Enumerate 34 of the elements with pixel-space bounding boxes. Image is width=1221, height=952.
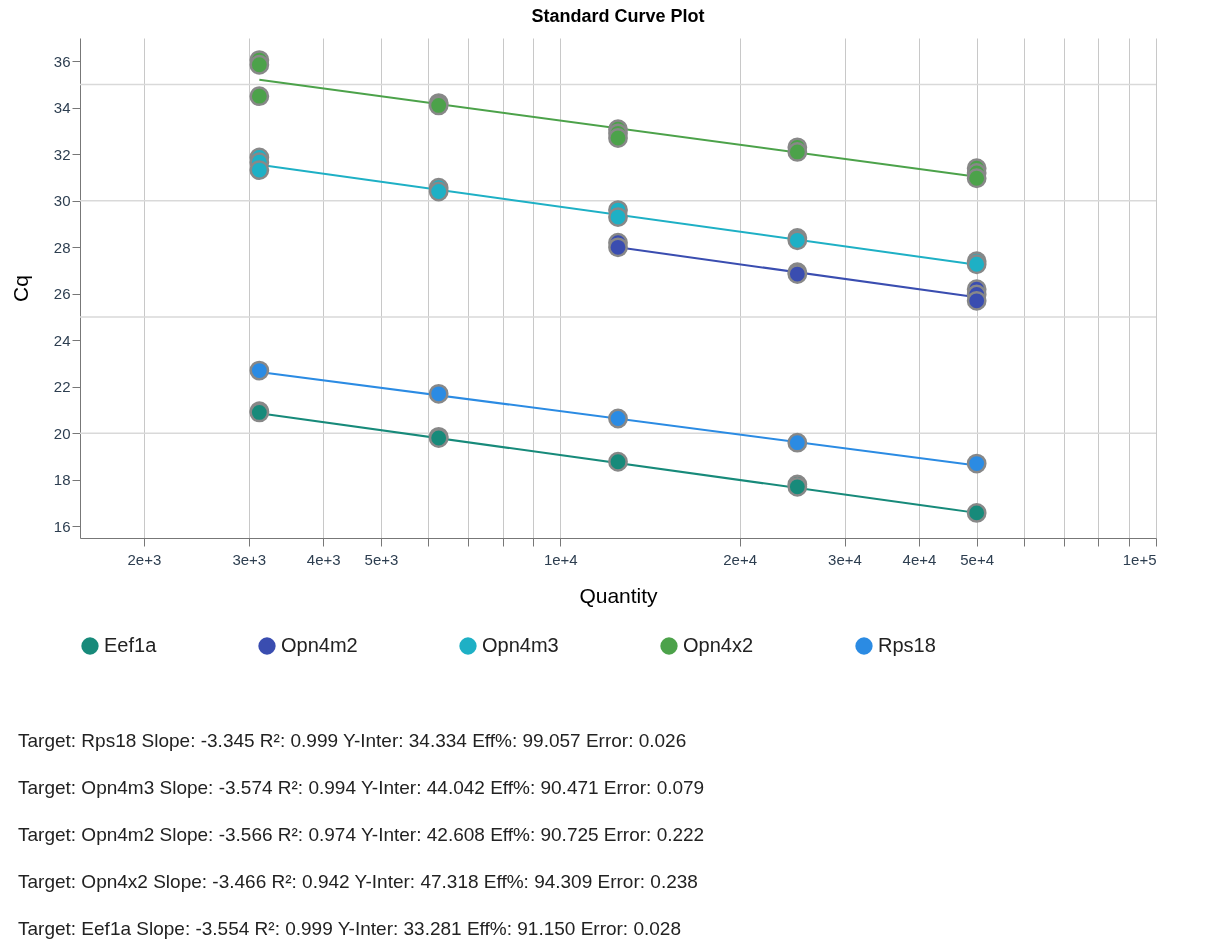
x-tick-label: 4e+3 [306, 550, 341, 568]
y-tick-label: 16 [53, 517, 71, 535]
legend-label: Opn4x2 [683, 634, 754, 656]
y-tick-label: 20 [53, 424, 71, 442]
x-tick-label: 1e+5 [1122, 550, 1157, 568]
x-tick-label: 4e+4 [902, 550, 937, 568]
text: Target: Opn4x2 Slope: -3.466 R²: 0.942 Y-Inter: 47.318 Eff%: 94.309 Error: 0.238 [18, 871, 698, 892]
y-tick-label: 32 [53, 145, 71, 163]
y-tick-label: 28 [53, 238, 71, 256]
y-tick-label: 30 [53, 192, 71, 210]
y-axis-title: Cq [8, 275, 32, 302]
x-tick-label: 5e+4 [960, 550, 995, 568]
x-tick-label: 2e+3 [127, 550, 162, 568]
legend-label: Eef1a [104, 634, 158, 656]
x-tick-label: 3e+3 [232, 550, 267, 568]
y-tick-label: 26 [53, 285, 71, 303]
x-axis-title: Quantity [579, 583, 659, 607]
x-tick-label: 3e+4 [828, 550, 862, 568]
y-tick-label: 22 [53, 378, 71, 396]
y-tick-label: 36 [53, 52, 71, 70]
chart-title: Standard Curve Plot [531, 6, 705, 26]
legend-label: Opn4m3 [482, 634, 559, 656]
legend-label: Opn4m2 [281, 634, 358, 656]
y-tick-label: 34 [53, 99, 71, 117]
x-tick-label: 1e+4 [543, 550, 578, 568]
text: Target: Opn4m2 Slope: -3.566 R²: 0.974 Y-Inter: 42.608 Eff%: 90.725 Error: 0.222 [18, 824, 705, 845]
text: Target: Opn4m3 Slope: -3.574 R²: 0.994 Y-Inter: 44.042 Eff%: 90.471 Error: 0.079 [18, 777, 705, 798]
text: Target: Eef1a Slope: -3.554 R²: 0.999 Y-Inter: 33.281 Eff%: 91.150 Error: 0.028 [18, 918, 681, 939]
legend-label: Rps18 [878, 634, 936, 656]
text: Target: Rps18 Slope: -3.345 R²: 0.999 Y-Inter: 34.334 Eff%: 99.057 Error: 0.026 [18, 730, 687, 751]
x-tick-label: 2e+4 [723, 550, 757, 568]
x-tick-label: 5e+3 [364, 550, 399, 568]
y-tick-label: 24 [53, 331, 71, 349]
y-tick-label: 18 [53, 471, 71, 489]
